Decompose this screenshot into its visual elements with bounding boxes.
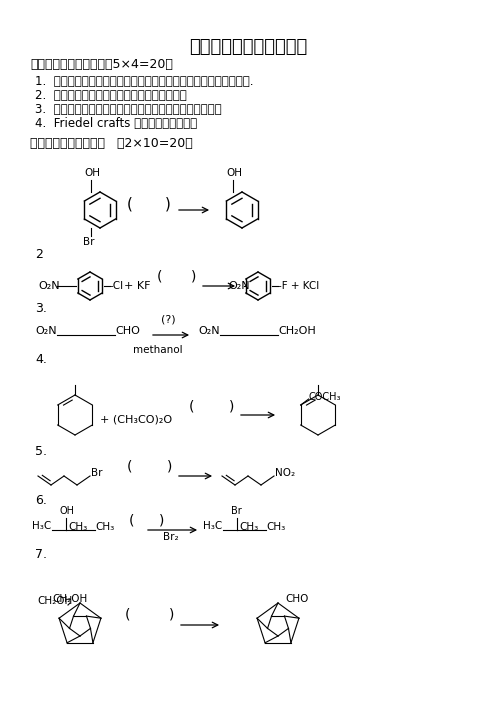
Text: + KF: + KF: [124, 281, 150, 291]
Text: CH₃: CH₃: [239, 522, 258, 532]
Text: 1.  简述一种础基化合物制备氨基的方法。要求写出一个反应方程式.: 1. 简述一种础基化合物制备氨基的方法。要求写出一个反应方程式.: [35, 75, 253, 88]
Text: 2: 2: [35, 248, 43, 261]
Text: ): ): [229, 399, 235, 413]
Text: COCH₃: COCH₃: [309, 392, 341, 402]
Text: -Cl: -Cl: [110, 281, 124, 291]
Text: Br₂: Br₂: [163, 532, 179, 542]
Text: (?): (?): [161, 315, 175, 325]
Text: (: (: [157, 270, 163, 284]
Text: 2.  常用来保护氨基的三个基团的名称和结构？: 2. 常用来保护氨基的三个基团的名称和结构？: [35, 89, 187, 102]
Text: OH: OH: [226, 168, 242, 178]
Text: 4.  Friedel crafts 烷基化反应的特点？: 4. Friedel crafts 烷基化反应的特点？: [35, 117, 197, 130]
Text: ): ): [169, 608, 175, 622]
Text: OH: OH: [60, 506, 75, 516]
Text: ): ): [165, 197, 171, 211]
Text: ): ): [159, 513, 165, 527]
Text: O₂N: O₂N: [38, 281, 60, 291]
Text: CH₃: CH₃: [266, 522, 285, 532]
Text: 高等有机化工工艺学试题: 高等有机化工工艺学试题: [189, 38, 307, 56]
Text: CH₂OH: CH₂OH: [52, 594, 87, 604]
Text: ): ): [167, 459, 173, 473]
Text: 一、简要回答下述问题（5×4=20）: 一、简要回答下述问题（5×4=20）: [30, 58, 173, 71]
Text: CH₃: CH₃: [95, 522, 114, 532]
Text: -F + KCl: -F + KCl: [278, 281, 319, 291]
Text: (: (: [129, 513, 135, 527]
Text: CHO: CHO: [115, 326, 140, 336]
Text: + (CH₃CO)₂O: + (CH₃CO)₂O: [100, 414, 172, 424]
Text: 3.: 3.: [35, 302, 47, 315]
Text: 二、标出下列反应条件   （2×10=20）: 二、标出下列反应条件 （2×10=20）: [30, 137, 193, 150]
Text: 5.: 5.: [35, 445, 47, 458]
Text: 6.: 6.: [35, 494, 47, 507]
Text: CH₃: CH₃: [68, 522, 87, 532]
Text: (: (: [127, 197, 133, 211]
Text: H₃C: H₃C: [32, 521, 51, 531]
Text: OH: OH: [84, 168, 100, 178]
Text: H₃C: H₃C: [203, 521, 222, 531]
Text: (: (: [189, 399, 195, 413]
Text: O₂N: O₂N: [198, 326, 220, 336]
Text: (: (: [125, 608, 131, 622]
Text: Br: Br: [231, 506, 242, 516]
Text: (: (: [127, 459, 133, 473]
Text: Br: Br: [91, 468, 103, 478]
Text: 4.: 4.: [35, 353, 47, 366]
Text: 3.  酰胺呼酸性还是碱性？能否进行烷基化反应，为什么？: 3. 酰胺呼酸性还是碱性？能否进行烷基化反应，为什么？: [35, 103, 222, 116]
Text: CHO: CHO: [285, 594, 309, 604]
Text: O₂N: O₂N: [35, 326, 57, 336]
Text: 7.: 7.: [35, 548, 47, 561]
Text: methanol: methanol: [133, 345, 183, 355]
Text: CH₂OH: CH₂OH: [278, 326, 316, 336]
Text: O₂N: O₂N: [228, 281, 249, 291]
Text: ): ): [191, 270, 197, 284]
Text: CH₂OH: CH₂OH: [37, 596, 72, 606]
Text: Br: Br: [83, 237, 95, 247]
Text: NO₂: NO₂: [275, 468, 295, 478]
